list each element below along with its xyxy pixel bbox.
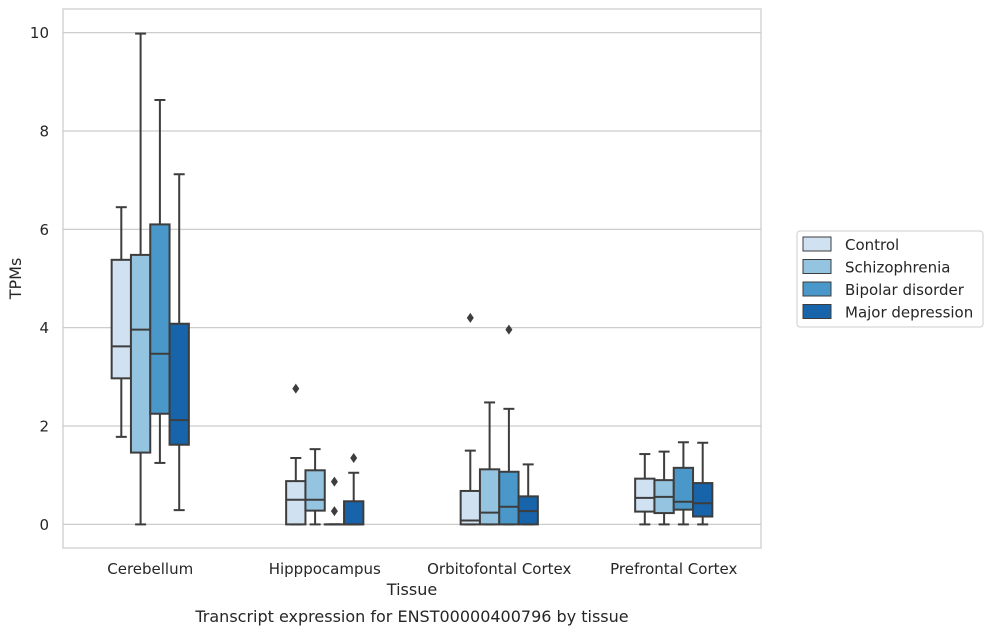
box-group (498, 324, 520, 526)
y-tick-label: 10 (30, 24, 49, 42)
box-group (323, 476, 346, 526)
box-group (110, 206, 132, 438)
y-tick-label: 8 (39, 122, 49, 140)
box (304, 469, 326, 512)
box (672, 466, 695, 511)
y-tick-label: 2 (39, 418, 49, 436)
chart-title: Transcript expression for ENST0000040079… (194, 607, 628, 626)
box (634, 477, 656, 513)
box-group (692, 441, 714, 526)
y-tick-label: 4 (39, 319, 49, 337)
x-tick-label: Orbitofontal Cortex (427, 560, 571, 578)
box (110, 258, 132, 380)
plot-boxes (110, 32, 714, 526)
legend-swatch (802, 236, 832, 252)
box (129, 253, 152, 454)
outlier-point (505, 324, 513, 335)
y-tick-label: 0 (39, 516, 49, 534)
legend-frame (796, 230, 984, 328)
box-group (672, 441, 695, 526)
outlier-point (350, 453, 358, 464)
legend-label: Control (845, 236, 899, 254)
legend-label: Schizophrenia (845, 259, 950, 277)
x-axis-ticks: Cerebellum Hipppocampus Orbitofontal Corte… (107, 560, 737, 578)
outlier-point (330, 476, 338, 487)
box-group (149, 98, 171, 464)
box-group (304, 448, 326, 526)
outlier-point (466, 312, 474, 323)
box-group (517, 463, 539, 526)
legend: Control Schizophrenia Bipolar disorder Majo… (796, 230, 984, 328)
plot-frame (62, 8, 762, 549)
x-tick-label: Hipppocampus (269, 560, 381, 578)
box-group (634, 453, 656, 526)
box-group (129, 32, 152, 526)
legend-swatch (802, 281, 832, 297)
box (459, 489, 481, 526)
box-group (478, 401, 501, 526)
box-group (168, 173, 190, 512)
box (692, 482, 714, 518)
box (285, 480, 307, 526)
box (478, 468, 501, 526)
y-tick-label: 6 (39, 221, 49, 239)
legend-label: Bipolar disorder (845, 281, 965, 299)
legend-label: Major depression (845, 304, 973, 322)
x-axis-label: Tissue (386, 580, 437, 599)
outlier-point (292, 383, 300, 394)
outlier-point (330, 506, 338, 517)
legend-swatch (802, 259, 832, 274)
box-group (653, 450, 675, 526)
y-axis-label: TPMs (6, 258, 25, 301)
legend-swatch (802, 304, 832, 319)
box-group (459, 312, 481, 526)
x-tick-label: Cerebellum (107, 560, 193, 578)
box-group (343, 453, 365, 526)
y-axis-ticks: 0 2 4 6 8 10 (30, 24, 49, 534)
box (498, 470, 520, 526)
box (149, 223, 171, 415)
box (343, 500, 365, 526)
box-group (285, 383, 307, 526)
x-tick-label: Prefrontal Cortex (610, 560, 737, 578)
box (168, 322, 190, 446)
